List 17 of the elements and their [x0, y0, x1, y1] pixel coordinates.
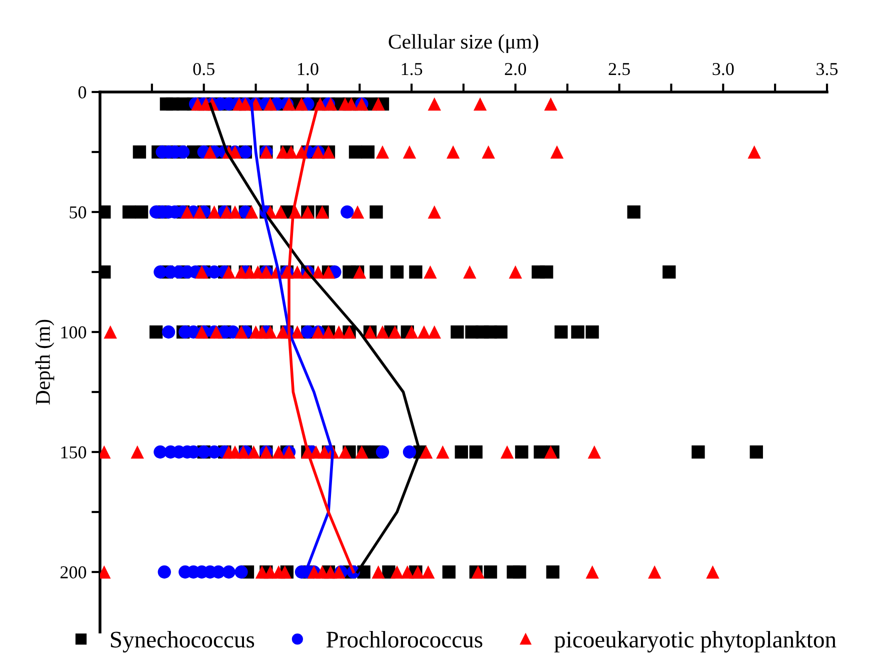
x-tick-label: 2.0 [504, 62, 526, 76]
x-tick-label: 2.5 [608, 63, 630, 76]
y-tick-label: 200 [60, 566, 86, 578]
x-tick-label: 0.5 [193, 62, 214, 76]
legend-label: Synechococcus [110, 630, 254, 652]
x-tick-label: 3.0 [712, 62, 734, 76]
legend-label: picoeukaryotic phytoplankton [554, 630, 836, 652]
x-tick-label: 1.5 [402, 63, 422, 76]
y-tick-label: 50 [70, 206, 86, 218]
y-tick-label: 100 [61, 326, 86, 338]
legend-label: Prochlorococcus [326, 630, 482, 648]
y-tick-label: 0 [78, 86, 86, 98]
x-tick-label: 3.5 [816, 63, 838, 76]
x-tick-label: 1.0 [298, 62, 318, 76]
y-tick-label: 150 [61, 446, 86, 458]
x-axis-title: Cellular size (μm) [388, 34, 538, 53]
y-axis-title: Depth (m) [35, 320, 54, 404]
